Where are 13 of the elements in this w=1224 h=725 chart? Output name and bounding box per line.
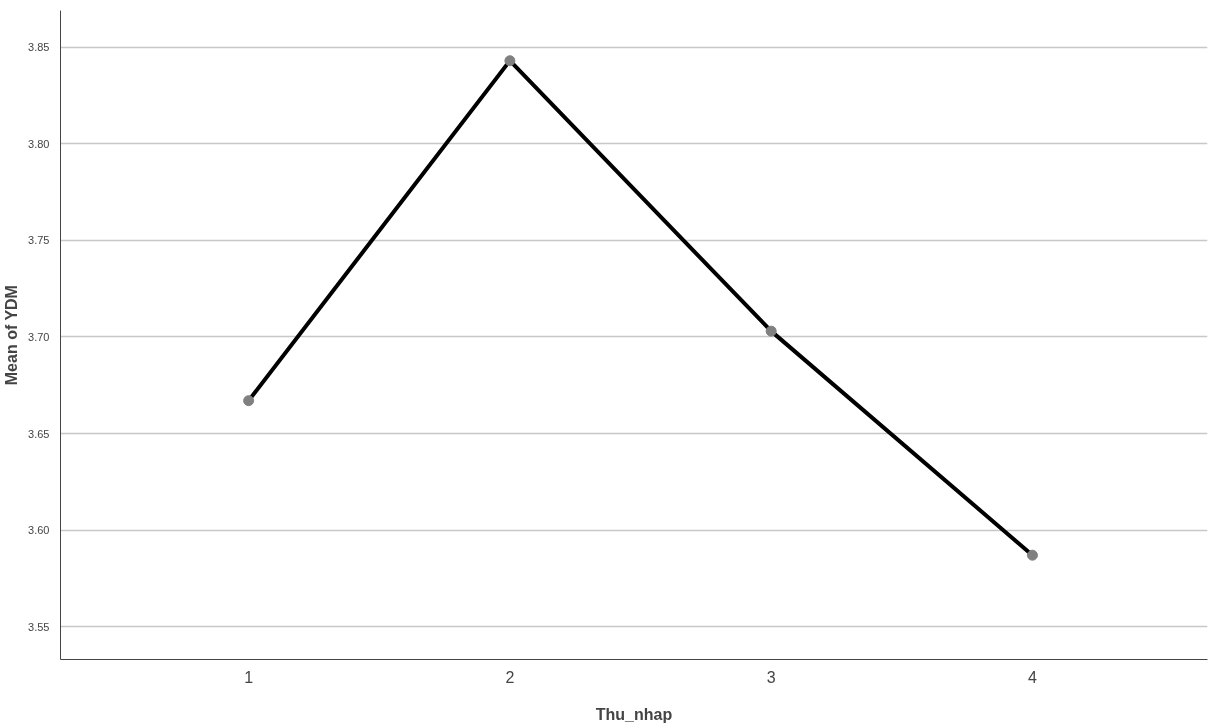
- y-tick-label: 3.75: [28, 234, 50, 247]
- x-tick-label: 3: [766, 668, 776, 686]
- y-tick-label: 3.80: [28, 137, 50, 150]
- y-tick-label: 3.70: [28, 330, 50, 343]
- x-tick-label: 2: [505, 668, 515, 686]
- y-axis-title: Mean of YDM: [3, 285, 21, 386]
- x-axis-title: Thu_nhap: [595, 705, 673, 723]
- x-tick-label: 1: [244, 668, 254, 686]
- y-tick-label: 3.60: [28, 524, 50, 537]
- x-tick-label: 4: [1028, 668, 1037, 686]
- y-tick-label: 3.55: [28, 620, 50, 633]
- y-tick-label: 3.65: [28, 427, 50, 440]
- y-tick-label: 3.85: [28, 41, 50, 54]
